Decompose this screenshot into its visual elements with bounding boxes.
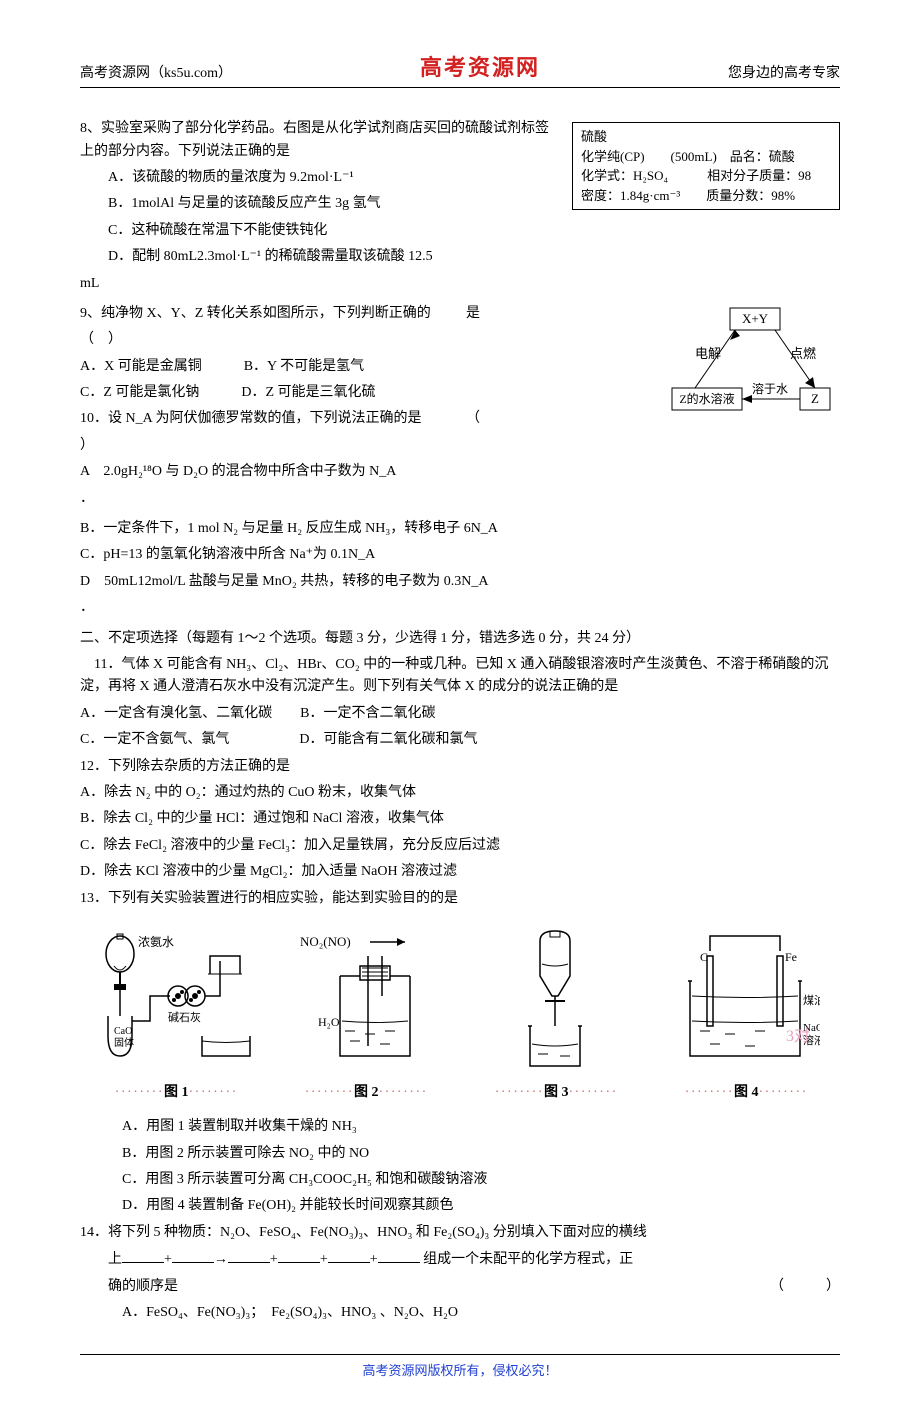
q13-opt-d: D．用图 4 装置制备 Fe(OH)₂ 并能较长时间观察其颜色	[122, 1195, 840, 1217]
svg-text:煤油: 煤油	[803, 993, 820, 1007]
figure-labels: 图 1 图 2 图 3 图 4	[80, 1082, 840, 1104]
svg-text:碱石灰: 碱石灰	[168, 1010, 201, 1024]
q14-stem-l3: 确的顺序是 （ ）	[108, 1276, 840, 1298]
section2-title: 二、不定项选择（每题有 1～2 个选项。每题 3 分，少选得 1 分，错选多选 …	[80, 628, 840, 650]
q10-opt-a: A 2.0gH₂¹⁸O 与 D₂O 的混合物中所含中子数为 N_A	[80, 461, 840, 483]
q10-paren: ）	[80, 435, 840, 457]
fig-label-4: 图 4	[685, 1082, 806, 1104]
svg-text:NO₂(NO): NO₂(NO)	[300, 934, 351, 949]
q11-stem: 11．气体 X 可能含有 NH₃、Cl₂、HBr、CO₂ 中的一种或几种。已知 …	[80, 654, 840, 699]
svg-text:Fe: Fe	[785, 950, 797, 964]
fig-label-1: 图 1	[115, 1082, 236, 1104]
svg-text:H₂O: H₂O	[318, 1015, 340, 1029]
header-right: 您身边的高考专家	[728, 63, 840, 85]
q11-opts-cd: C．一定不含氨气、氯气 D．可能含有二氧化碳和氯气	[80, 729, 840, 751]
q10-opt-d: D 50mL12mol/L 盐酸与足量 MnO₂ 共热，转移的电子数为 0.3N…	[80, 571, 840, 593]
q12-stem: 12．下列除去杂质的方法正确的是	[80, 756, 840, 778]
q10-opt-c: C．pH=13 的氢氧化钠溶液中所含 Na⁺为 0.1N_A	[80, 544, 840, 566]
fig2: NO₂(NO) H₂O	[270, 926, 460, 1076]
q8-opt-c: C．这种硫酸在常温下不能使铁钝化	[108, 220, 840, 242]
fig-label-2: 图 2	[305, 1082, 426, 1104]
box-line: 化学纯(CP) (500mL) 品名：硫酸	[581, 147, 831, 167]
q9-diagram-br: Z	[811, 391, 819, 406]
q13-opt-c: C．用图 3 所示装置可分离 CH₃COOC₂H₅ 和饱和碳酸钠溶液	[122, 1169, 840, 1191]
pink-annotation: 3对	[786, 1024, 810, 1050]
experiment-figures: 浓氨水 CaO 固体 碱石灰	[80, 926, 840, 1076]
page-header: 高考资源网（ks5u.com） 高考资源网 您身边的高考专家	[80, 50, 840, 88]
box-line: 硫酸	[581, 127, 831, 147]
q10-opt-b: B．一定条件下，1 mol N₂ 与足量 H₂ 反应生成 NH₃，转移电子 6N…	[80, 518, 840, 540]
box-line: 密度：1.84g·cm⁻³ 质量分数：98%	[581, 186, 831, 206]
q13-opt-b: B．用图 2 所示装置可除去 NO₂ 中的 NO	[122, 1143, 840, 1165]
q9-diagram-left: 电解	[695, 346, 721, 361]
content-body: 硫酸 化学纯(CP) (500mL) 品名：硫酸 化学式：H₂SO₄ 相对分子质…	[80, 118, 840, 1324]
header-center-logo: 高考资源网	[420, 50, 540, 85]
header-left: 高考资源网（ks5u.com）	[80, 63, 232, 85]
q11-opts-ab: A．一定含有溴化氢、二氧化碳 B．一定不含二氧化碳	[80, 703, 840, 725]
q10-dot: ．	[80, 488, 840, 510]
fig3	[460, 926, 650, 1076]
q9-diagram-bottom: 溶于水	[752, 381, 788, 396]
svg-text:固体: 固体	[114, 1037, 134, 1049]
svg-text:CaO: CaO	[114, 1026, 132, 1037]
q9-diagram: X+Y 电解 点燃 Z的水溶液 Z 溶于水	[670, 303, 840, 423]
q14-stem-l2: 上+→+++ 组成一个未配平的化学方程式，正	[108, 1248, 840, 1271]
q8-label-box: 硫酸 化学纯(CP) (500mL) 品名：硫酸 化学式：H₂SO₄ 相对分子质…	[572, 122, 840, 210]
fig4: C Fe 煤油 NaOH 溶液	[650, 926, 840, 1076]
q10-dot2: ．	[80, 597, 840, 619]
q9-diagram-top: X+Y	[742, 311, 769, 326]
fig1: 浓氨水 CaO 固体 碱石灰	[80, 926, 270, 1076]
q12-opt-b: B．除去 Cl₂ 中的少量 HCl：通过饱和 NaCl 溶液，收集气体	[80, 808, 840, 830]
page-footer: 高考资源网版权所有，侵权必究！	[80, 1354, 840, 1382]
q8-opt-d-suffix: mL	[80, 273, 840, 295]
q12-opt-c: C．除去 FeCl₂ 溶液中的少量 FeCl₃：加入足量铁屑，充分反应后过滤	[80, 835, 840, 857]
q12-opt-a: A．除去 N₂ 中的 O₂：通过灼热的 CuO 粉末，收集气体	[80, 782, 840, 804]
fig-label-3: 图 3	[495, 1082, 616, 1104]
svg-text:浓氨水: 浓氨水	[138, 935, 174, 949]
q8-opt-d-prefix: D．配制 80mL2.3mol·L⁻¹ 的稀硫酸需量取该硫酸 12.5	[108, 246, 840, 268]
q14-opt-a: A．FeSO₄、Fe(NO₃)₃； Fe₂(SO₄)₃、HNO₃ 、N₂O、H₂…	[122, 1302, 840, 1324]
q12-opt-d: D．除去 KCl 溶液中的少量 MgCl₂：加入适量 NaOH 溶液过滤	[80, 861, 840, 883]
q9-diagram-right: 点燃	[790, 346, 816, 361]
box-line: 化学式：H₂SO₄ 相对分子质量：98	[581, 166, 831, 186]
q14-stem-l1: 14．将下列 5 种物质：N₂O、FeSO₄、Fe(NO₃)₃、HNO₃ 和 F…	[80, 1222, 840, 1244]
q13-opt-a: A．用图 1 装置制取并收集干燥的 NH₃	[122, 1116, 840, 1138]
q9-diagram-bl: Z的水溶液	[679, 391, 734, 406]
q13-stem: 13．下列有关实验装置进行的相应实验，能达到实验目的的是	[80, 888, 840, 910]
